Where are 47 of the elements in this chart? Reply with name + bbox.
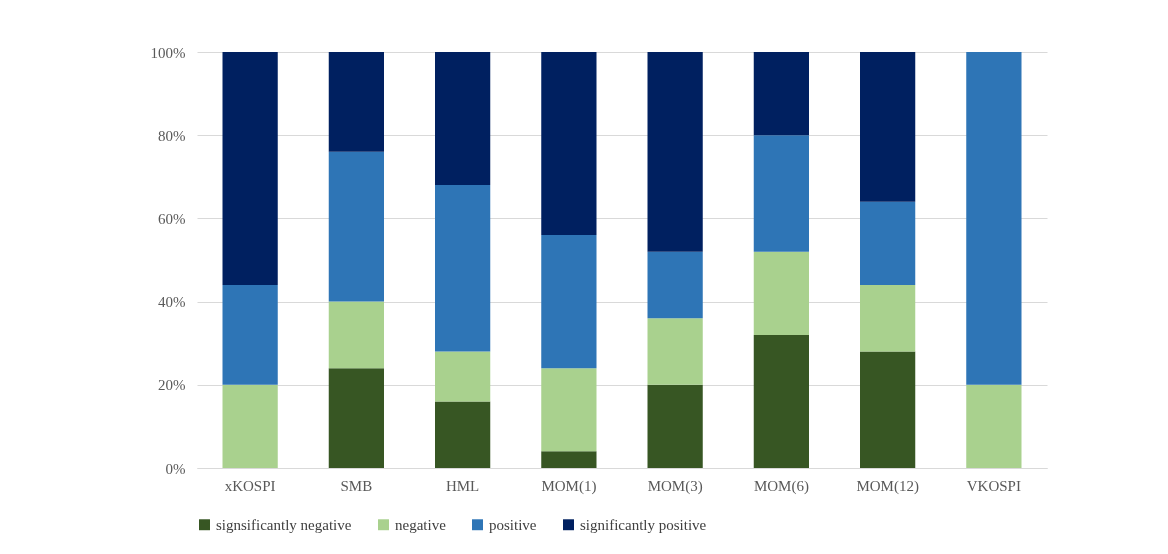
bar xyxy=(860,351,916,468)
x-tick-label: MOM(3) xyxy=(647,477,703,495)
y-tick-label: 60% xyxy=(158,210,186,227)
bar xyxy=(860,52,916,202)
bar xyxy=(966,52,1022,385)
bar xyxy=(435,351,491,402)
y-tick-label: 40% xyxy=(158,294,186,311)
bar xyxy=(753,334,809,468)
bar xyxy=(753,135,809,252)
y-tick-label: 100% xyxy=(150,44,186,61)
bar xyxy=(753,251,809,335)
x-tick-label: xKOSPI xyxy=(224,477,276,494)
bar xyxy=(541,451,597,468)
bar xyxy=(647,52,703,252)
bar xyxy=(435,185,491,352)
legend-label: positive xyxy=(489,516,537,533)
bar xyxy=(647,384,703,468)
legend-label: significantly positive xyxy=(580,516,707,533)
y-tick-label: 20% xyxy=(158,377,186,394)
x-tick-label: VKOSPI xyxy=(966,477,1021,494)
x-tick-label: MOM(6) xyxy=(753,477,809,495)
bar xyxy=(860,284,916,352)
y-tick-label: 80% xyxy=(158,127,186,144)
bar xyxy=(222,52,278,285)
bar xyxy=(328,368,384,468)
bar xyxy=(328,301,384,369)
legend-label: negative xyxy=(395,516,447,533)
bar xyxy=(222,284,278,385)
bar xyxy=(860,201,916,285)
bar xyxy=(541,368,597,452)
bar xyxy=(328,151,384,302)
x-tick-label: MOM(12) xyxy=(856,477,919,495)
bar xyxy=(435,52,491,186)
bar xyxy=(966,384,1022,468)
bar xyxy=(222,384,278,468)
x-tick-label: HML xyxy=(445,477,480,494)
x-tick-label: MOM(1) xyxy=(541,477,597,495)
bar xyxy=(435,401,491,468)
legend-label: signsificantly negative xyxy=(216,516,352,533)
bar xyxy=(647,251,703,319)
bar xyxy=(541,52,597,236)
x-tick-label: SMB xyxy=(340,477,373,494)
y-tick-label: 0% xyxy=(165,460,186,477)
bar xyxy=(541,235,597,369)
bar xyxy=(753,52,809,136)
bar xyxy=(328,52,384,152)
bar xyxy=(647,318,703,385)
